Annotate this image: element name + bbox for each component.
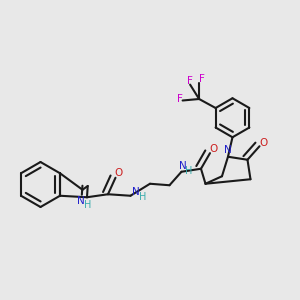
Text: H: H (140, 192, 147, 202)
Text: O: O (114, 168, 123, 178)
Text: N: N (132, 187, 140, 197)
Text: O: O (209, 144, 218, 154)
Text: F: F (177, 94, 182, 104)
Text: O: O (259, 138, 268, 148)
Text: H: H (185, 166, 192, 176)
Text: N: N (224, 145, 232, 155)
Text: N: N (77, 196, 85, 206)
Text: F: F (187, 76, 193, 86)
Text: H: H (84, 200, 92, 210)
Text: F: F (199, 74, 205, 84)
Text: N: N (179, 161, 187, 171)
